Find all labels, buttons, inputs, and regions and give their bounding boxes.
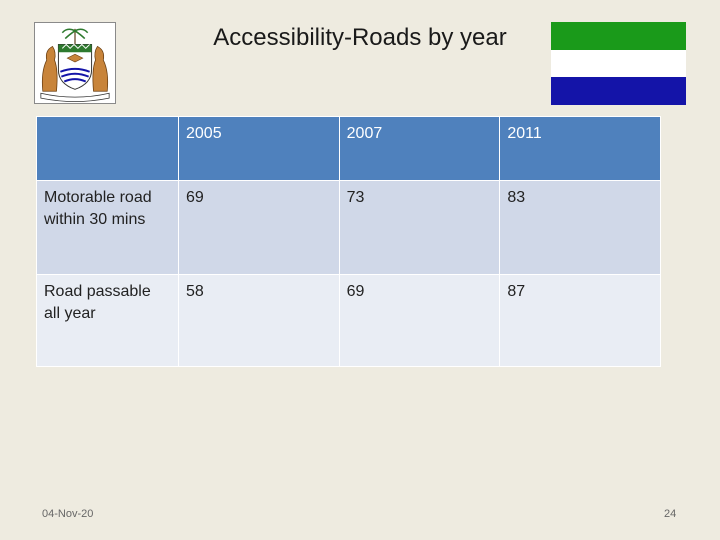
table-cell: 87 bbox=[499, 274, 661, 367]
slide-title: Accessibility-Roads by year bbox=[213, 24, 507, 51]
flag-white-stripe bbox=[551, 49, 686, 78]
table-row: Road passable all year 58 69 87 bbox=[36, 274, 661, 367]
table-cell: 58 bbox=[178, 274, 340, 367]
header-cell-2005: 2005 bbox=[178, 116, 340, 181]
flag-green-stripe bbox=[551, 22, 686, 50]
table-cell: 83 bbox=[499, 180, 661, 275]
table-header-row: 2005 2007 2011 bbox=[36, 116, 661, 181]
row-label: Road passable all year bbox=[36, 274, 179, 367]
table-cell: 73 bbox=[338, 180, 501, 275]
header-cell-2011: 2011 bbox=[499, 116, 661, 181]
header-cell-empty bbox=[36, 116, 179, 181]
header-cell-2007: 2007 bbox=[338, 116, 501, 181]
footer-date: 04-Nov-20 bbox=[42, 508, 94, 520]
table-cell: 69 bbox=[178, 180, 340, 275]
table-row: Motorable road within 30 mins 69 73 83 bbox=[36, 180, 661, 275]
sierra-leone-flag bbox=[551, 22, 686, 106]
table-cell: 69 bbox=[338, 274, 501, 367]
page-number: 24 bbox=[664, 508, 677, 520]
coat-of-arms-icon bbox=[40, 28, 110, 102]
accessibility-table: 2005 2007 2011 Motorable road within 30 … bbox=[36, 116, 661, 367]
flag-blue-stripe bbox=[551, 77, 686, 106]
coat-of-arms-logo bbox=[34, 22, 116, 104]
row-label: Motorable road within 30 mins bbox=[36, 180, 179, 275]
